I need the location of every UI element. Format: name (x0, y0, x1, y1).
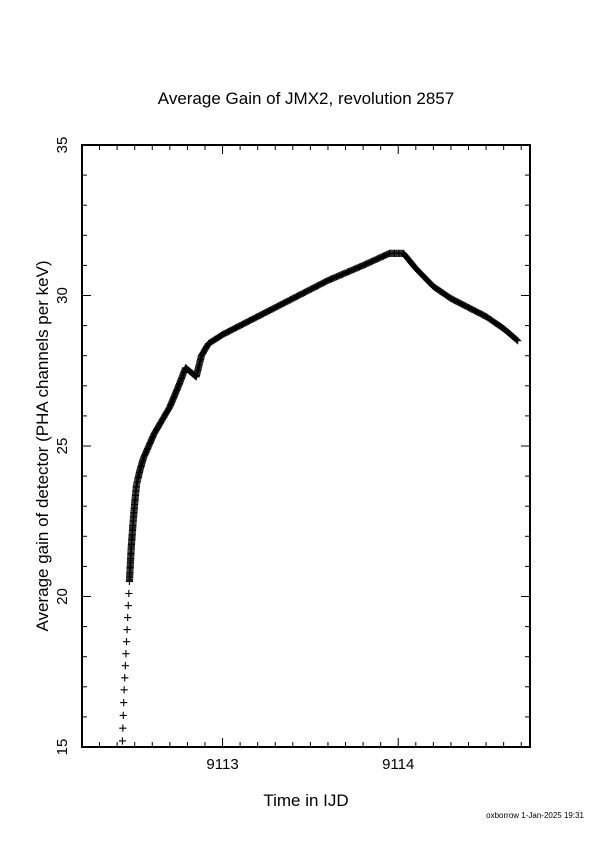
data-point (119, 724, 127, 732)
chart-title: Average Gain of JMX2, revolution 2857 (158, 89, 454, 108)
axis-ticks (81, 144, 530, 748)
data-point (124, 601, 132, 610)
x-axis-label: Time in IJD (263, 791, 348, 810)
data-point (120, 699, 128, 707)
x-tick-label: 9113 (206, 756, 238, 773)
y-tick-label: 35 (54, 137, 71, 154)
y-tick-label: 25 (54, 438, 71, 455)
y-axis-label: Average gain of detector (PHA channels p… (33, 260, 52, 631)
data-point (122, 650, 130, 658)
x-tick-label: 9114 (382, 756, 414, 773)
data-point (123, 626, 131, 634)
data-points (118, 249, 522, 745)
data-point (513, 336, 521, 344)
data-point (118, 737, 127, 745)
data-point (121, 662, 129, 670)
y-tick-label: 20 (54, 588, 71, 605)
data-point (124, 613, 132, 622)
axis-tick-labels: 15 20 25 30 35 9113 9114 (54, 137, 414, 773)
y-tick-label: 15 (54, 739, 71, 756)
data-point (122, 638, 131, 646)
data-point (119, 711, 127, 719)
footer-note: oxborrow 1-Jan-2025 19:31 (486, 811, 584, 820)
data-point (121, 674, 129, 682)
data-point (514, 337, 522, 345)
data-point (125, 589, 133, 598)
y-tick-label: 30 (54, 287, 71, 304)
data-point (120, 686, 128, 694)
